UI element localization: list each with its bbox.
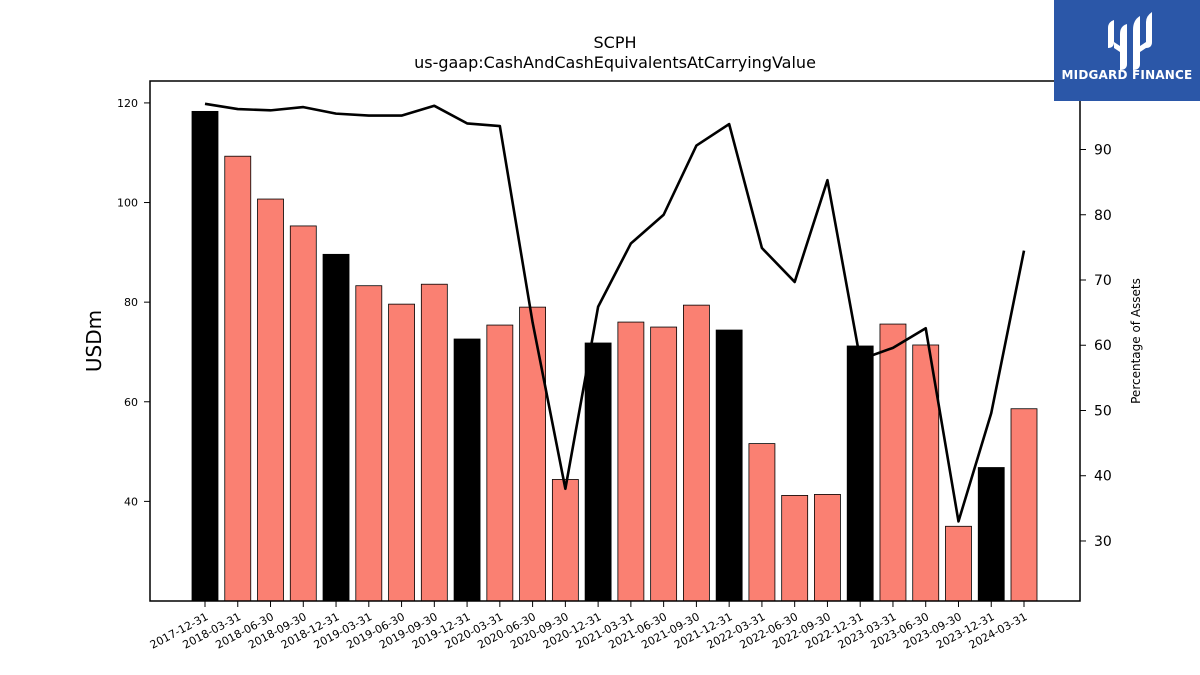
y-tick-label: 100 <box>117 197 138 210</box>
y-axis-label: USDm <box>82 310 106 372</box>
y-tick-label: 60 <box>124 396 138 409</box>
y2-tick-label: 40 <box>1094 469 1112 485</box>
bar-2023-03-31 <box>879 323 907 602</box>
bar-2022-03-31 <box>748 443 776 602</box>
bar-2021-06-30 <box>650 326 678 602</box>
y2-tick-label: 60 <box>1094 338 1112 354</box>
y-tick-label: 40 <box>124 495 138 508</box>
bar-2023-06-30 <box>912 344 940 602</box>
y-tick-label: 80 <box>124 296 138 309</box>
bar-group <box>191 110 1038 602</box>
bar-2023-12-31 <box>977 467 1005 602</box>
chart-subtitle: us-gaap:CashAndCashEquivalentsAtCarrying… <box>414 53 816 72</box>
y2-tick-label: 70 <box>1094 273 1112 289</box>
logo-text: MIDGARD FINANCE <box>1061 68 1193 82</box>
bar-2021-03-31 <box>617 321 645 602</box>
bar-2021-12-31 <box>715 329 743 602</box>
bar-2020-06-30 <box>519 306 546 602</box>
y2-tick-label: 80 <box>1094 208 1112 224</box>
bar-2017-12-31 <box>191 110 219 602</box>
midgard-logo-icon <box>1108 12 1152 70</box>
bar-2018-06-30 <box>257 198 284 602</box>
bar-2021-09-30 <box>683 304 710 602</box>
y2-tick-label: 90 <box>1094 143 1112 159</box>
bar-2019-12-31 <box>453 338 481 602</box>
bar-2019-09-30 <box>420 283 448 602</box>
bar-2020-12-31 <box>584 342 612 602</box>
y2-tick-label: 30 <box>1094 534 1112 550</box>
bar-2018-09-30 <box>289 225 317 602</box>
plot-frame <box>149 80 1081 602</box>
bar-2018-03-31 <box>224 155 252 602</box>
bar-2022-12-31 <box>846 345 874 602</box>
y-tick-label: 120 <box>117 97 138 110</box>
bar-2018-12-31 <box>322 253 350 602</box>
y2-axis-label: Percentage of Assets <box>1129 278 1143 404</box>
line-group <box>204 102 1026 523</box>
bar-2023-09-30 <box>945 525 972 602</box>
bar-2024-03-31 <box>1010 408 1038 602</box>
x-axis-ticks: 2017-12-312018-03-312018-06-302018-09-30… <box>148 601 1029 652</box>
right-axis-ticks: 30 40 50 60 70 80 90 <box>1080 143 1112 550</box>
bar-2020-03-31 <box>486 324 514 602</box>
bar-2019-03-31 <box>355 285 383 602</box>
bar-2022-06-30 <box>781 495 809 602</box>
brand-logo: MIDGARD FINANCE <box>1054 0 1200 101</box>
bar-2019-06-30 <box>388 303 415 602</box>
left-axis-ticks: 40 60 80 100 120 <box>117 97 150 508</box>
series-line <box>204 102 1026 523</box>
chart-title: SCPH <box>593 33 636 52</box>
y2-tick-label: 50 <box>1094 403 1112 419</box>
bar-2022-09-30 <box>814 494 841 602</box>
bar-2020-09-30 <box>551 479 579 602</box>
